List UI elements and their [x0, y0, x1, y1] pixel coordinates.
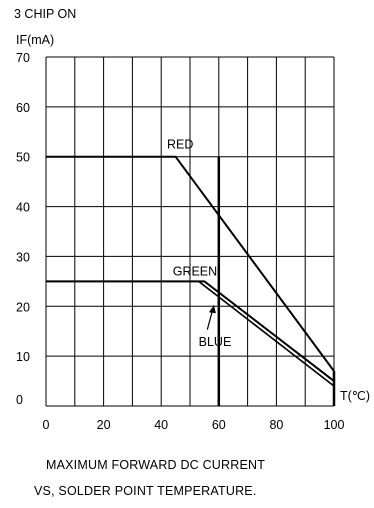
x-tick-label: 60	[212, 418, 226, 432]
y-tick-label: 20	[16, 300, 30, 314]
y-tick-label: 60	[16, 101, 30, 115]
caption-line-2: VS, SOLDER POINT TEMPERATURE.	[34, 484, 257, 498]
annotations: RED GREEN BLUE	[167, 138, 231, 349]
y-axis-label: IF(mA)	[16, 33, 54, 47]
y-tick-label: 50	[16, 151, 30, 165]
series-line-blue	[46, 280, 335, 387]
tick-labels: 0 10 20 30 40 50 60 70 0 20 40 60 80 100	[16, 51, 344, 432]
series-layer	[46, 155, 335, 387]
x-axis-label: T(℃)	[340, 389, 370, 403]
x-tick-label: 80	[269, 418, 283, 432]
series-label-red: RED	[167, 138, 193, 152]
derating-chart: 3 CHIP ON IF(mA) T(℃) 0 10 20 30 40 50 60 70 0 20…	[14, 7, 370, 432]
series-label-blue: BLUE	[199, 335, 232, 349]
x-tick-label: 20	[97, 418, 111, 432]
x-tick-label: 0	[43, 418, 50, 432]
caption-line-1: MAXIMUM FORWARD DC CURRENT	[46, 458, 266, 472]
y-tick-label: 0	[16, 393, 23, 407]
y-tick-label: 40	[16, 201, 30, 215]
y-tick-label: 70	[16, 51, 30, 65]
y-tick-label: 10	[16, 350, 30, 364]
series-line-red	[46, 155, 335, 372]
chart-title: 3 CHIP ON	[14, 7, 76, 21]
x-tick-label: 100	[324, 418, 345, 432]
blue-pointer-arrowhead	[208, 305, 216, 314]
series-label-green: GREEN	[173, 264, 217, 278]
x-tick-label: 40	[154, 418, 168, 432]
y-tick-label: 30	[16, 250, 30, 264]
